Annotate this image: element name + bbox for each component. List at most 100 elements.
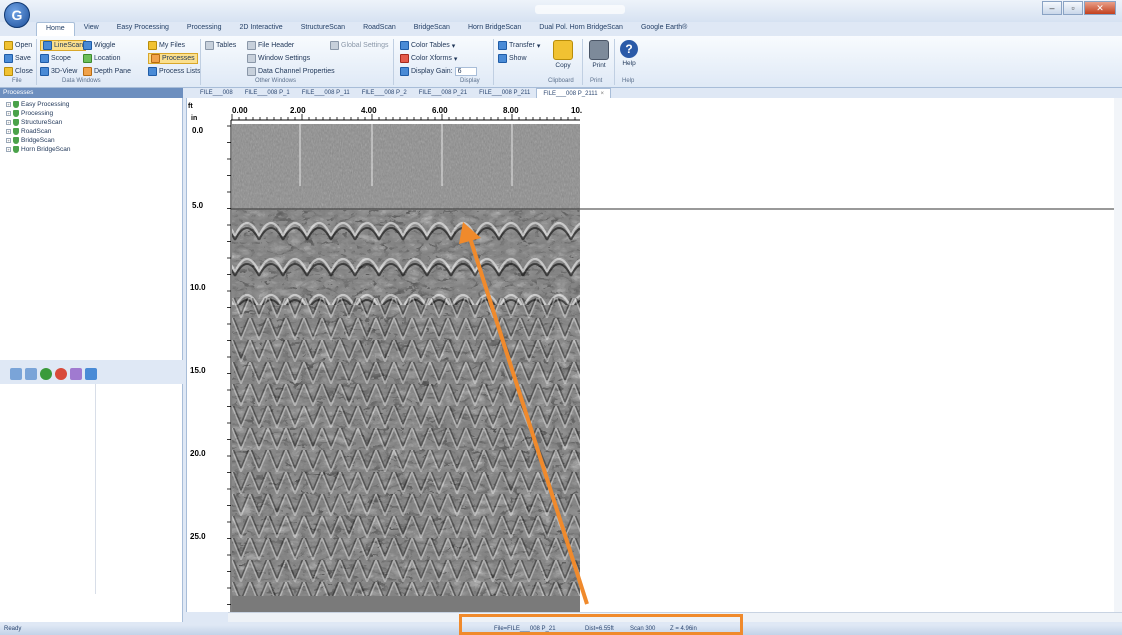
application-menu-button[interactable]: G	[4, 2, 30, 28]
tree-item-structurescan[interactable]: + StructureScan	[6, 119, 62, 126]
minimize-button[interactable]: –	[1042, 1, 1062, 15]
doc-tab[interactable]: FILE___008	[200, 90, 233, 96]
tab-home[interactable]: Home	[36, 22, 75, 36]
linescan-button[interactable]: LineScan	[40, 40, 87, 51]
vertical-scrollbar[interactable]	[1114, 98, 1122, 612]
undo-icon[interactable]	[85, 368, 97, 380]
tables-button[interactable]: Tables	[205, 40, 236, 51]
transfer-button[interactable]: Transfer ▾	[498, 40, 540, 51]
process-lists-button[interactable]: Process Lists	[148, 66, 201, 77]
tab-structurescan[interactable]: StructureScan	[300, 24, 346, 31]
my-files-button[interactable]: My Files	[148, 40, 185, 51]
wiggle-button[interactable]: Wiggle	[83, 40, 115, 51]
radargram-image	[232, 124, 580, 612]
file-header-icon	[247, 41, 256, 50]
expand-icon[interactable]: +	[6, 120, 11, 125]
dropdown-arrow-icon: ▾	[453, 55, 458, 63]
print-button[interactable]: Print	[586, 40, 612, 69]
status-distance: Dist=6.55ft	[585, 626, 614, 632]
expand-icon[interactable]: +	[6, 111, 11, 116]
expand-icon[interactable]: +	[6, 102, 11, 107]
panel-splitter[interactable]	[0, 360, 183, 366]
tab-view[interactable]: View	[83, 24, 99, 31]
group-label-file: File	[12, 78, 22, 84]
process-lists-label: Process Lists	[159, 68, 201, 75]
open-button[interactable]: Open	[4, 40, 32, 51]
doc-tab[interactable]: FILE___008 P_2	[361, 90, 407, 96]
copy-button[interactable]: Copy	[550, 40, 576, 69]
data-channel-properties-button[interactable]: Data Channel Properties	[247, 66, 335, 77]
expand-icon[interactable]: +	[6, 147, 11, 152]
linescan-canvas[interactable]: ft in 0.00 2.00 4.00 6.00 8.00 10. 0.0 5…	[186, 98, 1122, 612]
window-settings-button[interactable]: Window Settings	[247, 53, 310, 64]
doc-tab-active[interactable]: FILE___008 P_2111 ×	[536, 88, 612, 98]
3d-view-button[interactable]: 3D-View	[40, 66, 77, 77]
expand-icon[interactable]: +	[6, 129, 11, 134]
process-icon	[13, 146, 19, 153]
tab-roadscan[interactable]: RoadScan	[363, 24, 396, 31]
tab-bridgescan[interactable]: BridgeScan	[413, 24, 450, 31]
run-icon[interactable]	[40, 368, 52, 380]
doc-tab[interactable]: FILE___008 P_11	[301, 90, 350, 96]
maximize-button[interactable]: ▫	[1063, 1, 1083, 15]
tree-item-easy-processing[interactable]: + Easy Processing	[6, 101, 69, 108]
tree-item-horn-bridgescan[interactable]: + Horn BridgeScan	[6, 146, 71, 153]
copy-icon	[553, 40, 573, 60]
tab-2d-interactive[interactable]: 2D Interactive	[239, 24, 283, 31]
location-button[interactable]: Location	[83, 53, 120, 64]
file-header-button[interactable]: File Header	[247, 40, 294, 51]
processes-label: Processes	[162, 55, 195, 62]
tree-item-label: RoadScan	[21, 128, 52, 135]
title-bar: – ▫ ✕	[0, 0, 1122, 22]
global-settings-button[interactable]: Global Settings	[330, 40, 388, 51]
close-button[interactable]: ✕	[1084, 1, 1116, 15]
display-gain-control[interactable]: Display Gain: 6	[400, 66, 477, 77]
status-scan: Scan 300	[630, 626, 656, 632]
back-icon[interactable]	[10, 368, 22, 380]
process-icon	[13, 101, 19, 108]
global-settings-icon	[330, 41, 339, 50]
depth-pane-button[interactable]: Depth Pane	[83, 66, 131, 77]
close-tab-icon[interactable]: ×	[600, 91, 605, 97]
horizontal-scrollbar[interactable]	[228, 612, 1122, 622]
expand-icon[interactable]: +	[6, 138, 11, 143]
process-icon	[13, 110, 19, 117]
tab-dual-pol-horn-bridgescan[interactable]: Dual Pol. Horn BridgeScan	[539, 24, 623, 31]
scope-button[interactable]: Scope	[40, 53, 71, 64]
forward-icon[interactable]	[25, 368, 37, 380]
color-xforms-button[interactable]: Color Xforms ▾	[400, 53, 457, 64]
tab-processing[interactable]: Processing	[186, 24, 222, 31]
display-gain-input[interactable]: 6	[454, 67, 477, 76]
doc-tab[interactable]: FILE___008 P_21	[418, 90, 468, 96]
doc-tab[interactable]: FILE___008 P_1	[244, 90, 290, 96]
close-file-button[interactable]: Close	[4, 66, 33, 77]
tree-item-label: BridgeScan	[21, 137, 55, 144]
print-label: Print	[592, 62, 606, 69]
tab-easy-processing[interactable]: Easy Processing	[116, 24, 169, 31]
tree-item-processing[interactable]: + Processing	[6, 110, 53, 117]
save-button[interactable]: Save	[4, 53, 31, 64]
processes-button[interactable]: Processes	[148, 53, 198, 64]
status-highlight-box	[459, 614, 743, 635]
y-tick-label: 25.0	[190, 532, 206, 541]
transfer-label: Transfer	[509, 42, 535, 49]
folder-icon	[4, 41, 13, 50]
radargram-view[interactable]: ft in 0.00 2.00 4.00 6.00 8.00 10. 0.0 5…	[187, 98, 1122, 612]
tab-horn-bridgescan[interactable]: Horn BridgeScan	[467, 24, 522, 31]
flask-icon[interactable]	[70, 368, 82, 380]
data-channel-properties-label: Data Channel Properties	[258, 68, 335, 75]
x-ticks	[231, 114, 576, 120]
tree-item-bridgescan[interactable]: + BridgeScan	[6, 137, 55, 144]
color-tables-button[interactable]: Color Tables ▾	[400, 40, 455, 51]
help-button[interactable]: ? Help	[616, 40, 642, 67]
arrow-head	[459, 222, 481, 244]
doc-tab[interactable]: FILE___008 P_211	[479, 90, 531, 96]
tree-item-roadscan[interactable]: + RoadScan	[6, 128, 51, 135]
annotation-arrow	[459, 222, 589, 605]
stop-icon[interactable]	[55, 368, 67, 380]
process-icon	[13, 137, 19, 144]
show-button[interactable]: Show	[498, 53, 527, 64]
tab-google-earth[interactable]: Google Earth®	[640, 24, 688, 31]
show-icon	[498, 54, 507, 63]
tree-item-label: Easy Processing	[21, 101, 70, 108]
